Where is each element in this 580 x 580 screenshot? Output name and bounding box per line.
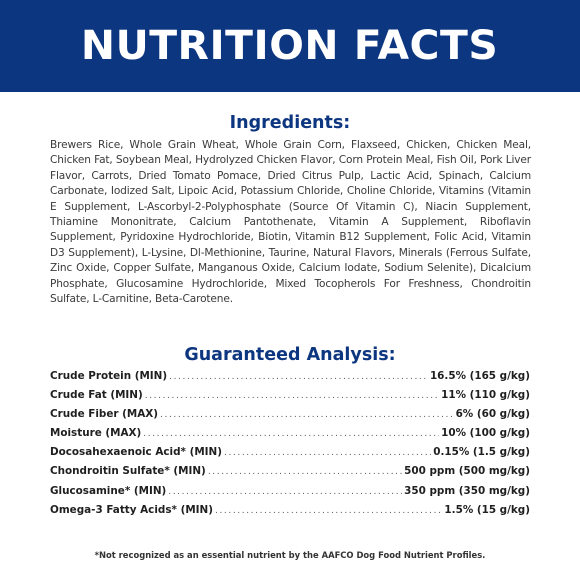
analysis-value: 11% (110 g/kg) xyxy=(441,389,530,402)
guaranteed-analysis-table: Crude Protein (MIN) ....................… xyxy=(50,370,530,523)
page-title: NUTRITION FACTS xyxy=(81,23,499,69)
analysis-row: Moisture (MAX) .........................… xyxy=(50,427,530,446)
analysis-label: Crude Fiber (MAX) xyxy=(50,408,159,421)
analysis-value: 6% (60 g/kg) xyxy=(455,408,530,421)
dot-leader: ........................................… xyxy=(160,410,454,421)
dot-leader: ........................................… xyxy=(143,429,440,440)
dot-leader: ........................................… xyxy=(144,391,440,402)
ingredients-text: Brewers Rice, Whole Grain Wheat, Whole G… xyxy=(50,139,531,306)
analysis-value: 500 ppm (500 mg/kg) xyxy=(404,465,530,478)
dot-leader: ........................................… xyxy=(207,467,403,478)
analysis-row: Crude Fat (MIN) ........................… xyxy=(50,389,530,408)
analysis-value: 16.5% (165 g/kg) xyxy=(429,370,530,382)
analysis-value: 10% (100 g/kg) xyxy=(441,427,530,440)
analysis-value: 0.15% (1.5 g/kg) xyxy=(433,446,530,459)
dot-leader: ........................................… xyxy=(169,372,428,382)
analysis-value: 1.5% (15 g/kg) xyxy=(444,503,530,516)
ingredients-heading: Ingredients: xyxy=(229,113,351,133)
dot-leader: ........................................… xyxy=(168,486,402,497)
analysis-label: Omega-3 Fatty Acids* (MIN) xyxy=(50,503,213,516)
analysis-label: Glucosamine* (MIN) xyxy=(50,484,167,497)
analysis-row: Glucosamine* (MIN) .....................… xyxy=(50,485,530,504)
analysis-row: Crude Protein (MIN) ....................… xyxy=(50,370,530,389)
footnote: *Not recognized as an essential nutrient… xyxy=(94,550,486,560)
analysis-label: Crude Fat (MIN) xyxy=(50,389,143,402)
analysis-label: Crude Protein (MIN) xyxy=(50,370,168,382)
analysis-row: Docosahexaenoic Acid* (MIN) ............… xyxy=(50,446,530,465)
analysis-label: Chondroitin Sulfate* (MIN) xyxy=(50,465,206,478)
header-banner: NUTRITION FACTS xyxy=(0,0,580,92)
analysis-label: Docosahexaenoic Acid* (MIN) xyxy=(50,446,222,459)
analysis-row: Omega-3 Fatty Acids* (MIN) .............… xyxy=(50,504,530,523)
dot-leader: ........................................… xyxy=(214,505,443,516)
guaranteed-analysis-heading: Guaranteed Analysis: xyxy=(184,345,396,365)
analysis-value: 350 ppm (350 mg/kg) xyxy=(404,484,530,497)
analysis-row: Crude Fiber (MAX) ......................… xyxy=(50,408,530,427)
dot-leader: ........................................… xyxy=(224,448,431,459)
analysis-row: Chondroitin Sulfate* (MIN) .............… xyxy=(50,465,530,484)
analysis-label: Moisture (MAX) xyxy=(50,427,142,440)
